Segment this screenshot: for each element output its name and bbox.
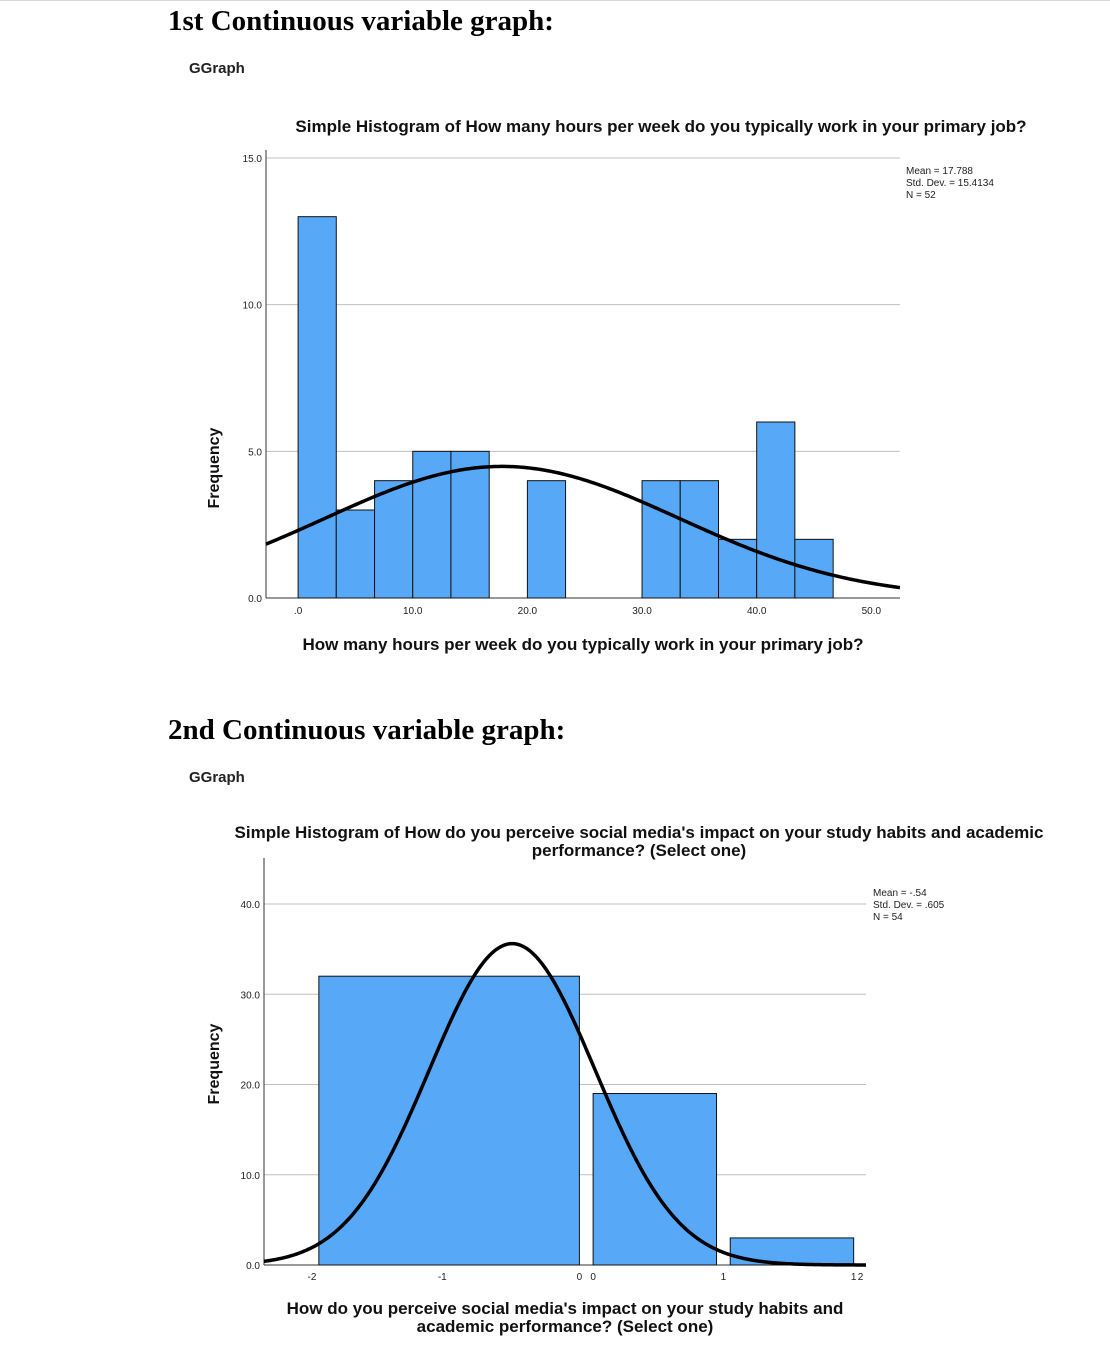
x-tick-label: 1 <box>721 1272 727 1283</box>
x-tick-label: 40.0 <box>747 606 767 617</box>
histogram-bar <box>335 509 376 599</box>
histogram-bar <box>641 480 681 599</box>
y-axis-label: Frequency <box>206 427 223 508</box>
x-tick-label: 30.0 <box>632 606 652 617</box>
plot-area: 0.010.020.030.040.0-2 -1 0 0 1 1 2 <box>241 858 866 1283</box>
histogram-bar <box>318 975 580 1266</box>
y-tick-label: 0.0 <box>248 594 262 605</box>
stat-n: N = 54 <box>873 912 903 923</box>
y-tick-label: 15.0 <box>243 154 263 165</box>
y-tick-label: 10.0 <box>243 301 263 312</box>
chart-title-line-1: Simple Histogram of How do you perceive … <box>235 823 1044 842</box>
normal-curve <box>263 941 866 1267</box>
histogram-bar <box>450 450 490 599</box>
stat-std-dev: Std. Dev. = .605 <box>873 900 945 911</box>
y-tick-label: 30.0 <box>241 990 261 1001</box>
y-tick-label: 40.0 <box>241 900 261 911</box>
stat-mean: Mean = 17.788 <box>906 166 973 177</box>
histogram-bar <box>374 480 414 599</box>
x-tick-label: 1 <box>851 1272 857 1283</box>
plot-area: 0.0 5.0 10.0 15.0 .0 10.0 20.0 30.0 40.0 50.0 <box>243 150 901 617</box>
y-tick-label: 20.0 <box>241 1081 261 1092</box>
x-axis-label-line-1: How do you perceive social media's impac… <box>287 1299 844 1318</box>
x-tick-label: 10.0 <box>403 606 423 617</box>
x-tick-label: 0 <box>590 1272 596 1283</box>
x-tick-label: 0 <box>577 1272 583 1283</box>
stat-n: N = 52 <box>906 190 936 201</box>
stats-box: Mean = 17.788 Std. Dev. = 15.4134 N = 52 <box>906 166 994 201</box>
x-tick-label: -2 <box>308 1272 317 1283</box>
x-tick-label: 20.0 <box>518 606 538 617</box>
stats-box: Mean = -.54 Std. Dev. = .605 N = 54 <box>873 888 945 923</box>
ggraph-label-2: GGraph <box>189 769 245 786</box>
ggraph-label-1: GGraph <box>189 60 245 77</box>
x-tick-label: 2 <box>858 1272 864 1283</box>
normal-curve <box>265 464 901 590</box>
x-tick-label: 50.0 <box>862 606 882 617</box>
y-tick-label: 10.0 <box>241 1171 261 1182</box>
x-tick-label: .0 <box>294 606 303 617</box>
top-divider <box>0 0 1110 1</box>
stat-mean: Mean = -.54 <box>873 888 927 899</box>
y-tick-label: 5.0 <box>248 447 262 458</box>
section-heading-2: 2nd Continuous variable graph: <box>168 714 566 746</box>
y-axis-label: Frequency <box>206 1023 223 1104</box>
histogram-bar <box>756 421 796 599</box>
x-tick-label: -1 <box>438 1272 447 1283</box>
chart-title-line-2: performance? (Select one) <box>532 841 746 860</box>
histogram-chart-social-media: Simple Histogram of How do you perceive … <box>206 823 1044 1336</box>
y-tick-label: 0.0 <box>246 1261 260 1272</box>
histogram-bar <box>679 480 720 599</box>
x-axis-label-line-2: academic performance? (Select one) <box>417 1317 714 1336</box>
histogram-bar <box>526 480 567 599</box>
x-axis-label: How many hours per week do you typically… <box>302 635 863 654</box>
histogram-bar <box>297 216 337 599</box>
histogram-bar <box>592 1093 718 1266</box>
stat-std-dev: Std. Dev. = 15.4134 <box>906 178 994 189</box>
histogram-chart-hours: Simple Histogram of How many hours per w… <box>206 117 1027 654</box>
section-heading-1: 1st Continuous variable graph: <box>168 5 554 37</box>
chart-title: Simple Histogram of How many hours per w… <box>295 117 1026 136</box>
